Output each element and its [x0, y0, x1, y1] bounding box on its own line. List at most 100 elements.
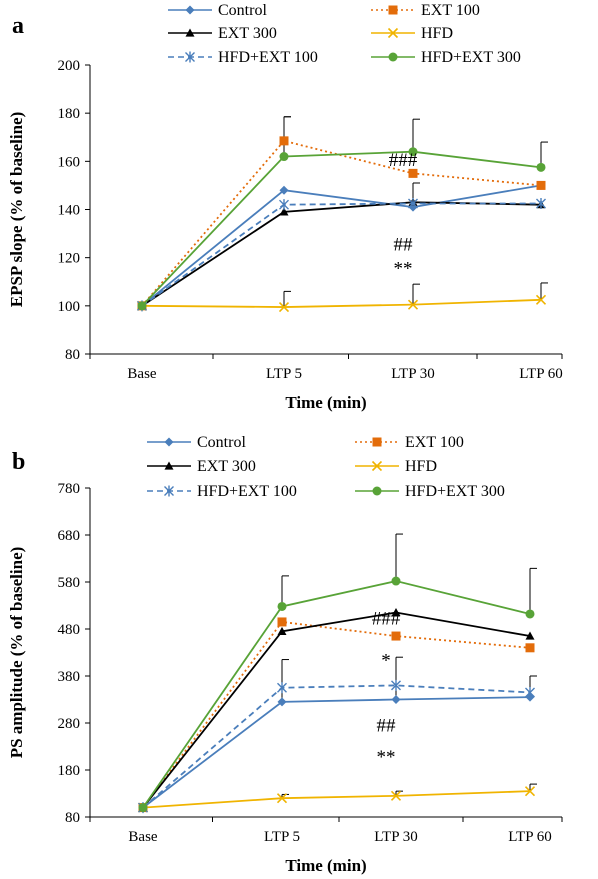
- data-point: [277, 682, 287, 694]
- series-line: [142, 684, 531, 809]
- series-hfd: [136, 294, 547, 313]
- legend-label: EXT 100: [421, 2, 480, 19]
- legend-label: EXT 300: [218, 25, 277, 42]
- data-point: [536, 197, 546, 209]
- legend-item-ext-300: EXT 300: [168, 25, 277, 42]
- series-ext-300: [137, 197, 546, 310]
- significance-annotation: **: [394, 259, 413, 280]
- legend-label: HFD+EXT 100: [218, 49, 318, 66]
- y-tick-label: 80: [65, 810, 80, 826]
- series-line: [141, 201, 542, 307]
- data-point: [279, 185, 289, 195]
- y-tick-label: 100: [58, 299, 81, 315]
- data-point: [536, 162, 546, 172]
- legend-label: HFD: [405, 458, 437, 475]
- series-line: [142, 696, 531, 809]
- legend-item-ext-300: EXT 300: [147, 458, 256, 475]
- series-ext-100: [137, 136, 546, 311]
- data-point: [408, 168, 418, 178]
- data-point: [536, 180, 546, 190]
- significance-annotation: ###: [372, 608, 401, 629]
- legend-marker: [372, 486, 382, 496]
- data-point: [525, 631, 535, 640]
- series-line: [142, 790, 531, 809]
- data-point: [279, 136, 289, 146]
- series-line: [142, 611, 531, 809]
- legend-item-hfd: HFD: [355, 458, 437, 475]
- panel-b: b Control EXT 100 EXT 300 HFD HFD+EXT 100 HFD+…: [7, 434, 563, 875]
- x-tick-label: LTP 5: [266, 366, 302, 382]
- data-point: [277, 626, 287, 635]
- legend-item-hfd-ext-300: HFD+EXT 300: [371, 49, 521, 66]
- y-tick-label: 200: [58, 58, 81, 74]
- legend-marker: [372, 437, 382, 447]
- legend-label: Control: [197, 434, 246, 451]
- legend-marker: [185, 5, 195, 15]
- y-tick-label: 380: [58, 669, 81, 685]
- data-point: [391, 576, 401, 586]
- legend-item-control: Control: [147, 434, 246, 451]
- y-axis-title: PS amplitude (% of baseline): [7, 547, 26, 759]
- series-line: [142, 620, 531, 809]
- legend-marker: [164, 437, 174, 447]
- series-line: [141, 139, 542, 307]
- significance-annotation: ###: [389, 150, 418, 171]
- data-point: [391, 631, 401, 641]
- series-ext-300: [138, 608, 535, 812]
- x-tick-label: LTP 30: [374, 829, 417, 845]
- series-line: [141, 202, 541, 307]
- data-point: [525, 609, 535, 619]
- y-tick-label: 180: [58, 763, 81, 779]
- series-hfd-ext-300: [138, 576, 535, 813]
- data-point: [391, 695, 401, 704]
- legend-marker: [387, 27, 399, 39]
- series-control: [138, 692, 535, 813]
- legend-marker: [185, 28, 195, 37]
- data-point: [391, 679, 401, 691]
- data-point: [408, 147, 418, 157]
- significance-annotation: ##: [377, 715, 397, 736]
- x-axis-title: Time (min): [285, 393, 366, 412]
- data-point: [277, 601, 287, 611]
- data-point: [278, 301, 290, 313]
- y-tick-label: 580: [58, 575, 81, 591]
- legend-item-ext-100: EXT 100: [371, 2, 480, 19]
- x-tick-label: LTP 60: [519, 366, 562, 382]
- legend-item-hfd-ext-100: HFD+EXT 100: [168, 49, 318, 66]
- legend-item-hfd-ext-300: HFD+EXT 300: [355, 483, 505, 500]
- legend-marker: [185, 51, 195, 63]
- significance-annotation: *: [381, 651, 391, 672]
- x-tick-label: LTP 60: [508, 829, 551, 845]
- legend-marker: [371, 460, 383, 472]
- data-point: [525, 643, 535, 653]
- legend-label: HFD+EXT 300: [421, 49, 521, 66]
- data-point: [276, 793, 288, 804]
- panel-label: b: [12, 449, 25, 475]
- y-tick-label: 680: [58, 528, 81, 544]
- data-point: [391, 608, 401, 617]
- series-ext-100: [138, 617, 535, 813]
- legend-label: HFD+EXT 300: [405, 483, 505, 500]
- legend-marker: [164, 485, 174, 497]
- y-axis-title: EPSP slope (% of baseline): [7, 112, 26, 308]
- y-tick-label: 180: [58, 106, 81, 122]
- y-tick-label: 160: [58, 154, 81, 170]
- data-point: [279, 199, 289, 211]
- y-tick-label: 140: [58, 203, 81, 219]
- x-tick-label: LTP 5: [264, 829, 300, 845]
- significance-annotation: **: [377, 747, 396, 768]
- x-tick-label: LTP 30: [391, 366, 434, 382]
- series-line: [141, 150, 542, 307]
- series-line: [142, 580, 531, 809]
- data-point: [407, 299, 419, 310]
- data-point: [279, 152, 289, 162]
- legend-label: Control: [218, 2, 267, 19]
- series-line: [141, 298, 542, 308]
- y-tick-label: 280: [58, 716, 81, 732]
- x-tick-label: Base: [128, 829, 158, 845]
- legend-label: EXT 300: [197, 458, 256, 475]
- data-point: [535, 294, 547, 305]
- series-hfd-ext-300: [137, 147, 546, 311]
- x-axis-title: Time (min): [285, 856, 366, 875]
- legend-label: EXT 100: [405, 434, 464, 451]
